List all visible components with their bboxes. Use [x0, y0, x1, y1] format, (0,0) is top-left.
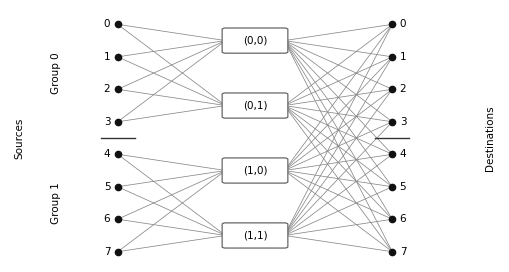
Text: 4: 4 [399, 149, 406, 159]
Text: (1,0): (1,0) [242, 165, 267, 175]
Text: (0,0): (0,0) [242, 36, 267, 46]
Text: 1: 1 [103, 52, 110, 62]
Text: 5: 5 [103, 182, 110, 192]
Text: 2: 2 [399, 84, 406, 94]
Text: 3: 3 [399, 117, 406, 127]
Text: Group 0: Group 0 [51, 52, 61, 94]
Text: Group 1: Group 1 [51, 182, 61, 224]
Text: 6: 6 [103, 214, 110, 224]
Text: (0,1): (0,1) [242, 101, 267, 110]
Text: 6: 6 [399, 214, 406, 224]
Text: 1: 1 [399, 52, 406, 62]
FancyBboxPatch shape [222, 28, 287, 53]
Text: 2: 2 [103, 84, 110, 94]
Text: 0: 0 [104, 19, 110, 29]
Text: 3: 3 [103, 117, 110, 127]
Text: 5: 5 [399, 182, 406, 192]
Text: Destinations: Destinations [485, 105, 494, 171]
FancyBboxPatch shape [222, 223, 287, 248]
FancyBboxPatch shape [222, 93, 287, 118]
Text: 7: 7 [399, 247, 406, 257]
Text: Sources: Sources [15, 117, 24, 159]
Text: 7: 7 [103, 247, 110, 257]
FancyBboxPatch shape [222, 158, 287, 183]
Text: (1,1): (1,1) [242, 230, 267, 240]
Text: 0: 0 [399, 19, 405, 29]
Text: 4: 4 [103, 149, 110, 159]
